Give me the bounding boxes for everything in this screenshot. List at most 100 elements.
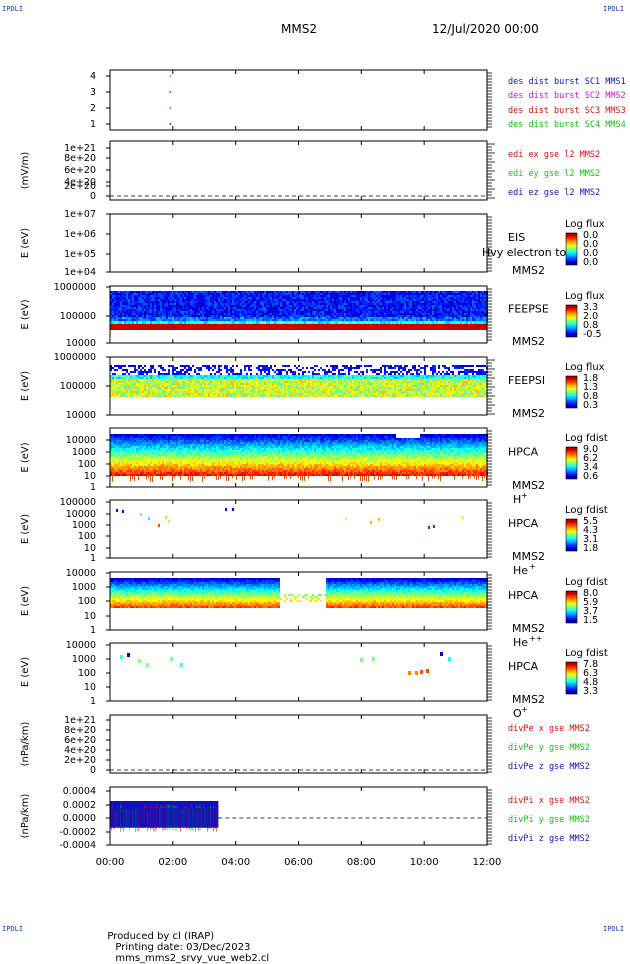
pixel [156, 395, 158, 397]
pixel [280, 395, 282, 397]
pixel [420, 319, 422, 321]
pixel [358, 319, 360, 321]
pixel [302, 393, 304, 395]
pixel [114, 293, 116, 295]
pixel [286, 293, 288, 295]
pixel [308, 379, 310, 381]
pixel [454, 299, 456, 301]
pixel [136, 291, 138, 293]
pixel [244, 385, 246, 387]
pixel [226, 297, 228, 299]
pixel [170, 295, 172, 297]
pixel [438, 295, 440, 297]
pixel [244, 295, 246, 297]
pixel [230, 299, 232, 301]
pixel [384, 301, 386, 303]
pixel [178, 383, 180, 385]
pixel [304, 379, 306, 381]
pixel [468, 313, 470, 315]
pixel [230, 293, 232, 295]
pixel [128, 393, 130, 395]
pixel [370, 305, 372, 307]
pixel [306, 377, 308, 379]
pixel [454, 317, 456, 319]
pixel [200, 313, 202, 315]
pixel [118, 317, 120, 319]
pixel [424, 291, 426, 293]
pixel [300, 311, 302, 313]
y-tick-label: 1e+07 [64, 209, 96, 220]
pixel [232, 291, 234, 293]
pixel [164, 375, 166, 377]
pixel [256, 393, 258, 395]
pixel [386, 313, 388, 315]
pixel [126, 391, 128, 393]
pixel [390, 295, 392, 297]
pixel [294, 299, 296, 301]
pixel [156, 321, 158, 324]
pixel [216, 321, 218, 324]
pixel [198, 313, 200, 315]
pixel [418, 309, 420, 311]
pixel [356, 307, 358, 309]
pixel [310, 309, 312, 311]
pixel [444, 305, 446, 307]
pixel [332, 313, 334, 315]
pixel [246, 381, 248, 383]
pixel [206, 299, 208, 301]
pixel [482, 321, 484, 324]
pixel [358, 303, 360, 305]
pixel [334, 299, 336, 301]
pixel [446, 319, 448, 321]
pixel [288, 295, 290, 297]
pixel [436, 311, 438, 313]
pixel [244, 305, 246, 307]
pixel [112, 303, 114, 305]
pixel [312, 371, 314, 373]
pixel [428, 295, 430, 297]
pixel [136, 311, 138, 313]
pixel [366, 307, 368, 309]
pixel [214, 311, 216, 313]
pixel [456, 301, 458, 303]
pixel [246, 321, 248, 324]
pixel [312, 311, 314, 313]
pixel [190, 297, 192, 299]
pixel [146, 299, 148, 301]
pixel [286, 377, 288, 379]
pixel [118, 311, 120, 313]
pixel [450, 319, 452, 321]
pixel [406, 303, 408, 305]
pixel [434, 303, 436, 305]
pixel [202, 387, 204, 389]
pixel [194, 391, 196, 393]
pixel [440, 295, 442, 297]
pixel [190, 295, 192, 297]
pixel [296, 321, 298, 324]
pixel [346, 301, 348, 303]
pixel [374, 301, 376, 303]
pixel [208, 299, 210, 301]
pixel [250, 305, 252, 307]
pixel [350, 297, 352, 299]
pixel [282, 395, 284, 397]
pixel [178, 379, 180, 381]
pixel [472, 307, 474, 309]
pixel [236, 391, 238, 393]
pixel [178, 307, 180, 309]
pixel [144, 297, 146, 299]
pixel [188, 385, 190, 387]
pixel [156, 313, 158, 315]
pixel [154, 369, 156, 371]
pixel [150, 393, 152, 395]
pixel [246, 293, 248, 295]
pixel [346, 309, 348, 311]
pixel [400, 315, 402, 317]
pixel [128, 365, 130, 367]
pixel [296, 367, 298, 369]
pixel [266, 303, 268, 305]
pixel [350, 311, 352, 313]
pixel [274, 293, 276, 295]
pixel [230, 291, 232, 293]
pixel [354, 301, 356, 303]
